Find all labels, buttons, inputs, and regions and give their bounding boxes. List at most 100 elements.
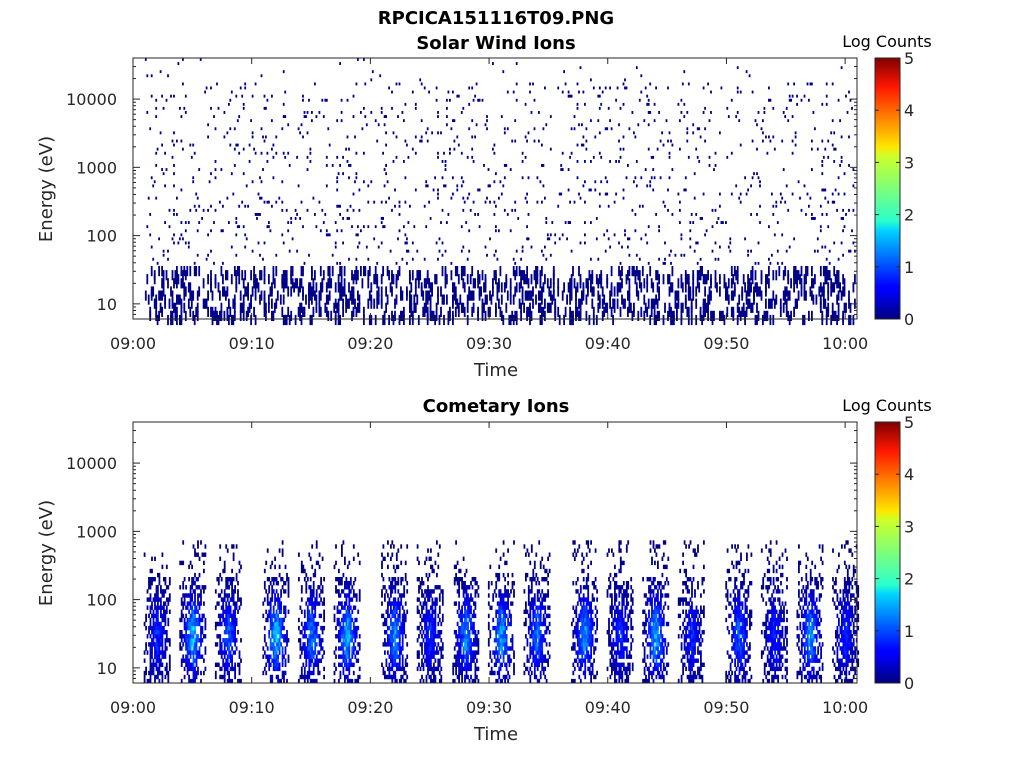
heatmap-cell xyxy=(182,561,184,565)
heatmap-cell xyxy=(206,87,208,90)
heatmap-cell xyxy=(615,193,617,196)
heatmap-cell xyxy=(839,119,841,122)
heatmap-cell xyxy=(384,585,386,589)
heatmap-cell xyxy=(681,254,683,257)
heatmap-cell xyxy=(302,136,304,139)
heatmap-cell xyxy=(350,164,352,167)
heatmap-cell xyxy=(655,87,657,90)
heatmap-cell xyxy=(227,581,229,585)
heatmap-cell xyxy=(191,606,193,610)
heatmap-cell xyxy=(461,663,463,667)
heatmap-cell xyxy=(234,634,236,638)
heatmap-cell xyxy=(827,282,829,292)
heatmap-cell xyxy=(426,601,428,605)
heatmap-cell xyxy=(759,184,761,187)
heatmap-cell xyxy=(685,295,687,305)
heatmap-cell xyxy=(784,201,786,204)
heatmap-cell xyxy=(150,597,152,601)
heatmap-cell xyxy=(162,642,164,646)
heatmap-cell xyxy=(752,140,754,143)
heatmap-cell xyxy=(267,152,269,155)
heatmap-cell xyxy=(169,597,171,601)
heatmap-cell xyxy=(288,610,290,614)
heatmap-cell xyxy=(756,213,758,216)
heatmap-cell xyxy=(336,119,338,122)
panel-title-solar-wind: Solar Wind Ions xyxy=(416,33,575,54)
heatmap-cell xyxy=(569,221,571,224)
heatmap-cell xyxy=(442,642,444,646)
heatmap-cell xyxy=(203,278,205,288)
heatmap-cell xyxy=(679,148,681,151)
heatmap-cell xyxy=(516,99,518,102)
heatmap-cell xyxy=(390,544,392,548)
heatmap-cell xyxy=(643,119,645,122)
heatmap-cell xyxy=(498,671,500,675)
heatmap-cell xyxy=(356,176,358,179)
heatmap-cell xyxy=(813,111,815,114)
heatmap-cell xyxy=(835,189,837,192)
heatmap-cell xyxy=(529,91,531,94)
heatmap-cell xyxy=(359,667,361,671)
heatmap-cell xyxy=(796,103,798,106)
heatmap-cell xyxy=(268,667,270,671)
heatmap-cell xyxy=(234,610,236,614)
heatmap-cell xyxy=(446,295,448,305)
heatmap-cell xyxy=(629,237,631,240)
heatmap-cell xyxy=(784,266,786,276)
heatmap-cell xyxy=(507,213,509,216)
heatmap-cell xyxy=(184,618,186,622)
heatmap-cell xyxy=(313,307,315,317)
heatmap-cell xyxy=(511,209,513,212)
heatmap-cell xyxy=(461,618,463,622)
heatmap-cell xyxy=(165,655,167,659)
heatmap-cell xyxy=(270,229,272,232)
heatmap-cell xyxy=(437,197,439,200)
heatmap-cell xyxy=(391,642,393,646)
heatmap-cell xyxy=(283,70,285,73)
heatmap-cell xyxy=(399,614,401,618)
heatmap-cell xyxy=(196,606,198,610)
heatmap-cell xyxy=(787,270,789,280)
heatmap-cell xyxy=(432,614,434,618)
heatmap-cell xyxy=(313,667,315,671)
heatmap-cell xyxy=(586,127,588,130)
heatmap-cell xyxy=(811,213,813,216)
heatmap-cell xyxy=(229,144,231,147)
heatmap-cell xyxy=(758,111,760,114)
heatmap-cell xyxy=(265,589,267,593)
heatmap-cell xyxy=(210,172,212,175)
heatmap-cell xyxy=(222,614,224,618)
heatmap-cell xyxy=(285,650,287,654)
heatmap-cell xyxy=(160,610,162,614)
heatmap-cell xyxy=(406,544,408,548)
heatmap-cell xyxy=(277,593,279,597)
heatmap-cell xyxy=(694,250,696,253)
heatmap-cell xyxy=(425,180,427,183)
x-tick-label: 09:00 xyxy=(110,334,156,353)
heatmap-cell xyxy=(347,136,349,139)
heatmap-cell xyxy=(278,197,280,200)
heatmap-cell xyxy=(439,593,441,597)
heatmap-cell xyxy=(203,561,205,565)
heatmap-cell xyxy=(574,115,576,118)
heatmap-cell xyxy=(681,233,683,236)
heatmap-cell xyxy=(462,246,464,249)
heatmap-cell xyxy=(629,278,631,288)
heatmap-cell xyxy=(844,278,846,288)
heatmap-cell xyxy=(765,299,767,309)
heatmap-cell xyxy=(817,250,819,253)
heatmap-cell xyxy=(231,172,233,175)
heatmap-cell xyxy=(396,553,398,557)
heatmap-cell xyxy=(166,99,168,102)
heatmap-cell xyxy=(197,544,199,548)
heatmap-cell xyxy=(354,180,356,183)
heatmap-cell xyxy=(300,655,302,659)
heatmap-cell xyxy=(400,561,402,565)
heatmap-cell xyxy=(649,83,651,86)
heatmap-cell xyxy=(437,131,439,134)
heatmap-cell xyxy=(281,127,283,130)
heatmap-cell xyxy=(340,622,342,626)
heatmap-cell xyxy=(391,107,393,110)
heatmap-cell xyxy=(302,286,304,296)
heatmap-cell xyxy=(304,671,306,675)
